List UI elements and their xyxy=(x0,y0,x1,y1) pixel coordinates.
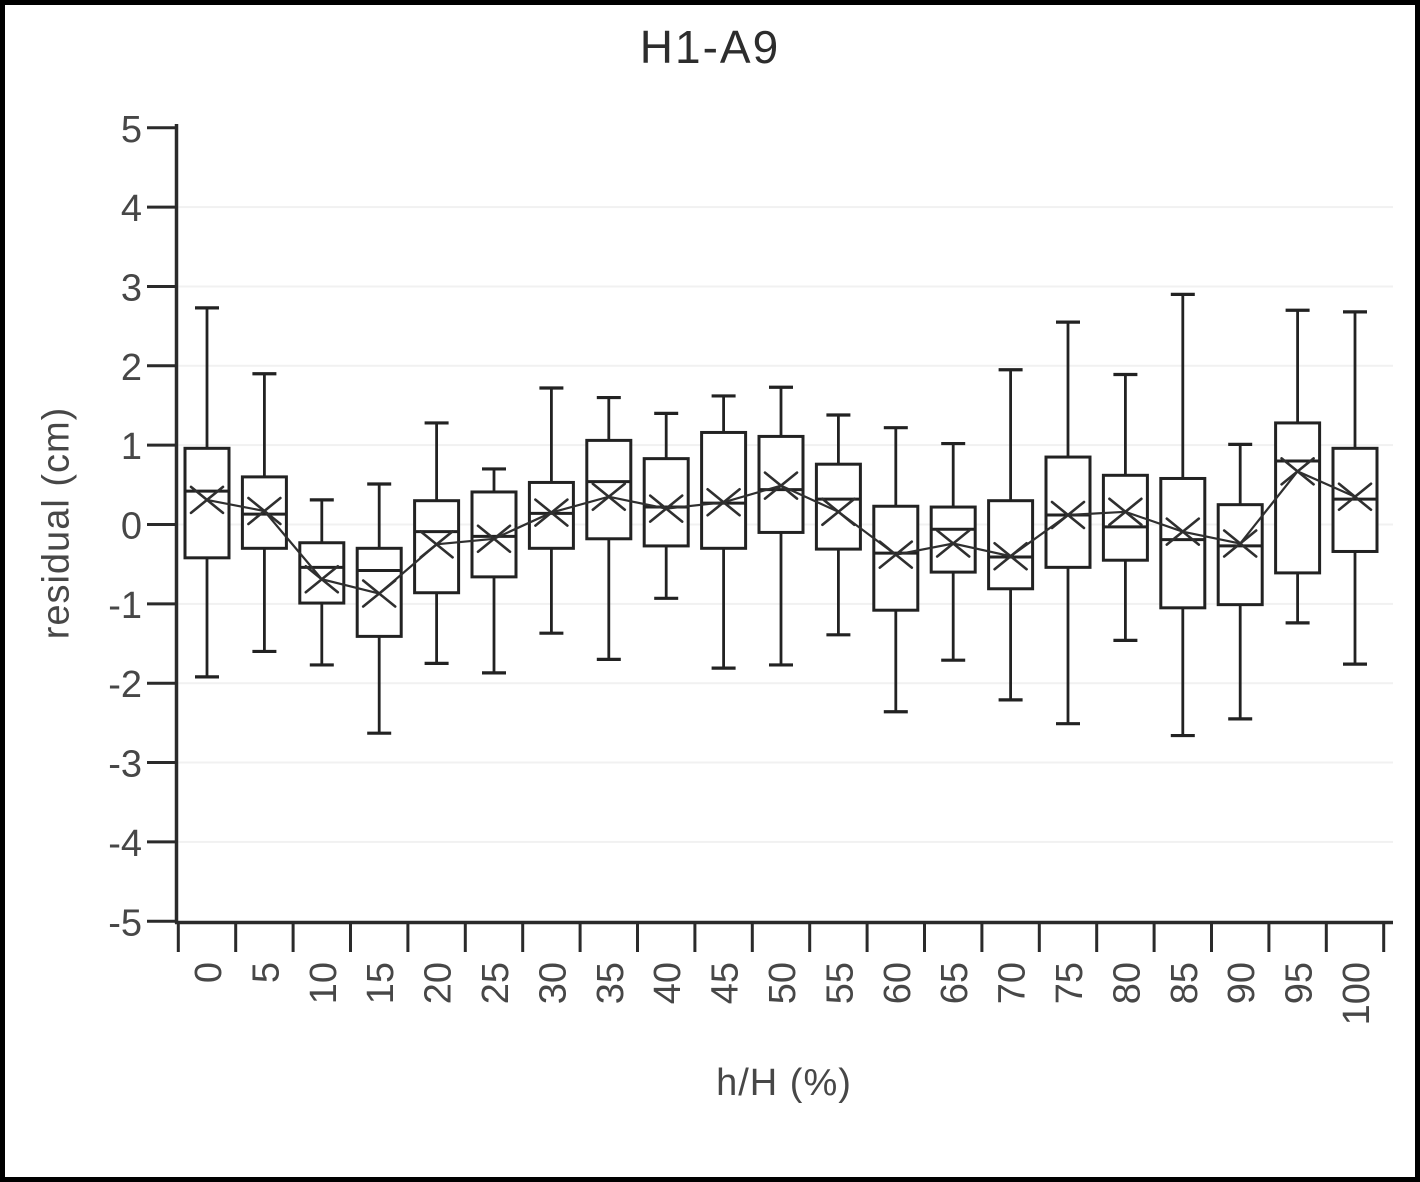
y-tick-label: 0 xyxy=(121,506,142,548)
box-rect xyxy=(527,480,575,550)
mean-marker-x xyxy=(648,494,684,523)
mean-marker-x xyxy=(935,529,971,558)
mean-marker-x xyxy=(1108,497,1143,527)
y-tick-label: -3 xyxy=(108,744,142,786)
y-tick-label: 5 xyxy=(121,109,142,151)
mean-marker-x xyxy=(304,564,340,594)
x-tick-label: 75 xyxy=(1049,962,1091,1004)
mean-marker-x xyxy=(821,497,856,527)
mean-marker-x xyxy=(993,541,1028,571)
y-axis-title: residual (cm) xyxy=(35,406,78,640)
mean-marker-x xyxy=(534,498,569,527)
x-tick-label: 95 xyxy=(1279,962,1321,1004)
mean-marker-x xyxy=(1050,500,1086,530)
mean-marker-x xyxy=(706,487,741,517)
x-tick-label: 45 xyxy=(705,962,747,1004)
box-rect xyxy=(585,438,633,541)
box-rect xyxy=(642,457,690,548)
x-tick-label: 70 xyxy=(992,962,1034,1004)
x-tick-label: 15 xyxy=(360,962,402,1004)
y-tick-label: -2 xyxy=(108,664,142,706)
x-tick-label: 35 xyxy=(590,962,632,1004)
mean-marker-x xyxy=(763,471,799,500)
x-tick-label: 20 xyxy=(418,962,460,1004)
y-tick-label: -4 xyxy=(108,823,142,865)
mean-marker-x xyxy=(189,485,225,515)
x-tick-label: 65 xyxy=(934,962,976,1004)
mean-marker-x xyxy=(247,496,282,526)
x-tick-label: 60 xyxy=(877,962,919,1004)
y-tick-label: 4 xyxy=(121,188,142,230)
x-tick-label: 40 xyxy=(647,962,689,1004)
x-tick-label: 90 xyxy=(1221,962,1263,1004)
mean-marker-x xyxy=(1222,529,1258,558)
x-tick-label: 30 xyxy=(532,962,574,1004)
y-tick-label: 2 xyxy=(121,347,142,389)
box-rect xyxy=(413,499,461,595)
y-tick-label: 3 xyxy=(121,267,142,309)
mean-marker-x xyxy=(1337,482,1373,512)
x-tick-label: 10 xyxy=(303,962,345,1004)
mean-marker-x xyxy=(1280,457,1315,486)
y-tick-label: 1 xyxy=(121,426,142,468)
box-rect xyxy=(929,505,977,574)
box-rect xyxy=(872,504,920,612)
x-tick-label: 80 xyxy=(1106,962,1148,1004)
mean-marker-x xyxy=(1165,517,1201,546)
x-tick-label: 50 xyxy=(762,962,804,1004)
x-tick-label: 5 xyxy=(245,962,287,983)
x-tick-label: 25 xyxy=(475,962,517,1004)
mean-marker-x xyxy=(361,579,397,608)
box-rect xyxy=(470,490,518,579)
y-tick-label: -5 xyxy=(108,902,142,944)
box-rect xyxy=(814,462,862,551)
box-rect xyxy=(298,541,346,605)
box-rect xyxy=(1044,455,1092,569)
x-tick-label: 85 xyxy=(1164,962,1206,1004)
x-tick-label: 55 xyxy=(819,962,861,1004)
mean-marker-x xyxy=(419,530,454,559)
x-axis-title: h/H (%) xyxy=(716,1062,852,1104)
x-tick-label: 100 xyxy=(1336,962,1378,1025)
y-tick-label: -1 xyxy=(108,585,142,627)
mean-marker-x xyxy=(878,540,914,569)
x-tick-label: 0 xyxy=(188,962,230,983)
chart-title: H1-A9 xyxy=(639,21,781,73)
mean-marker-x xyxy=(476,524,512,554)
mean-marker-x xyxy=(591,482,627,512)
box-rect xyxy=(1274,421,1322,575)
